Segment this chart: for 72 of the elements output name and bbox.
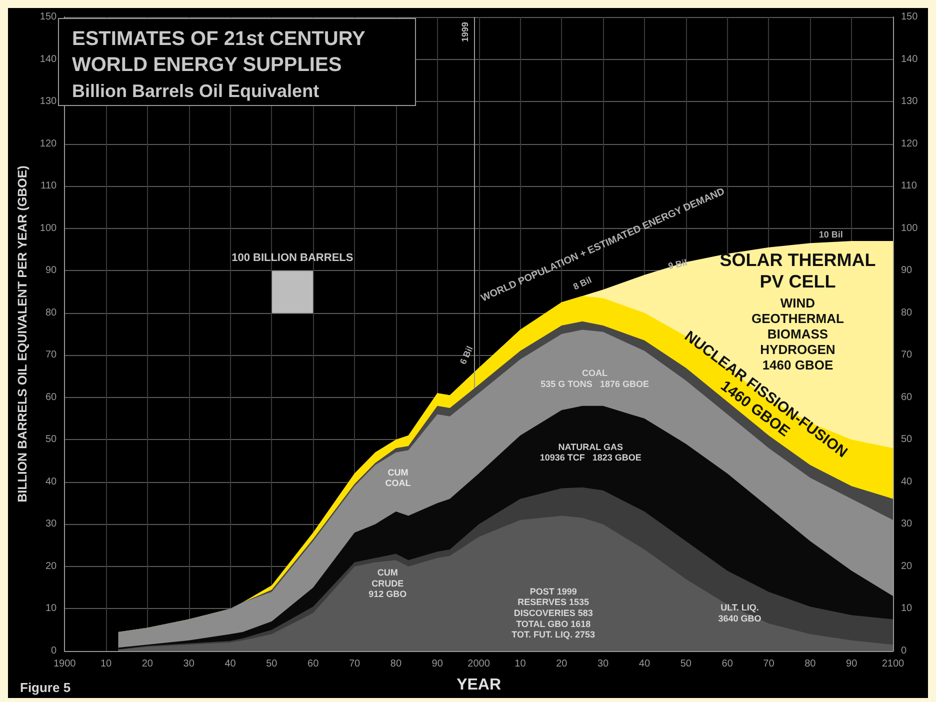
- y2-tick-label: 90: [901, 265, 913, 276]
- y2-tick-label: 150: [901, 12, 918, 22]
- x-tick-label: 1900: [53, 658, 76, 670]
- x-tick-label: 20: [556, 658, 568, 670]
- y2-tick-label: 60: [901, 392, 913, 403]
- x-axis-title: YEAR: [456, 676, 502, 694]
- x-tick-label: 40: [638, 658, 650, 670]
- annotation: SOLAR THERMAL PV CELL: [720, 250, 876, 292]
- annotation: WIND GEOTHERMAL BIOMASS HYDROGEN 1460 GBOE: [752, 295, 844, 373]
- annotation: COAL 535 G TONS 1876 GBOE: [540, 368, 649, 389]
- y2-tick-label: 80: [901, 307, 913, 318]
- y2-tick-label: 30: [901, 518, 913, 530]
- annotation: 10 Bil: [818, 230, 843, 240]
- annotation: 6 Bil: [458, 344, 475, 366]
- y2-tick-label: 110: [901, 180, 918, 192]
- x-tick-label: 90: [432, 658, 444, 670]
- x-tick-label: 30: [597, 658, 610, 670]
- x-tick-label: 40: [224, 658, 236, 670]
- x-tick-label: 80: [390, 658, 402, 670]
- x-tick-label: 70: [763, 658, 775, 670]
- annotation: POST 1999 RESERVES 1535 DISCOVERIES 583 TOTAL GBO 1618 TOT. FUT. LIQ. 2753: [512, 586, 596, 640]
- y-tick-label: 40: [45, 476, 58, 488]
- annotation: CUM COAL: [385, 467, 412, 488]
- x-tick-label: 10: [100, 658, 112, 670]
- y-tick-label: 90: [45, 265, 58, 276]
- y2-tick-label: 130: [901, 96, 918, 108]
- ref-line-label: 1999: [460, 22, 470, 42]
- caption: Figure 5: [20, 680, 71, 695]
- y2-tick-label: 70: [901, 350, 913, 361]
- y2-tick-label: 10: [901, 603, 913, 614]
- x-tick-label: 80: [804, 658, 816, 670]
- annotation: 100 BILLION BARRELS: [232, 252, 354, 264]
- x-tick-label: 60: [722, 658, 734, 670]
- x-tick-label: 90: [846, 658, 858, 670]
- x-tick-label: 60: [308, 658, 320, 670]
- annotation: ULT. LIQ. 3640 GBO: [718, 602, 762, 624]
- x-tick-label: 50: [266, 658, 278, 670]
- y-tick-label: 140: [40, 54, 58, 65]
- y-tick-label: 100: [40, 222, 58, 234]
- y-tick-label: 120: [40, 138, 58, 150]
- x-tick-label: 2100: [882, 658, 905, 670]
- y-tick-label: 80: [45, 307, 58, 318]
- y2-tick-label: 140: [901, 54, 918, 65]
- annotation: 9 Bil: [667, 257, 688, 272]
- y-tick-label: 70: [45, 350, 58, 361]
- y-axis-title: BILLION BARRELS OIL EQUIVALENT PER YEAR (GBOE): [16, 166, 30, 502]
- text: Billion Barrels Oil Equivalent: [72, 81, 320, 101]
- y2-tick-label: 50: [901, 434, 913, 446]
- y-tick-label: 50: [45, 434, 58, 446]
- x-tick-label: 70: [348, 658, 361, 670]
- y2-tick-label: 40: [901, 476, 913, 488]
- y-tick-label: 0: [51, 646, 58, 656]
- y-tick-label: 150: [40, 12, 58, 22]
- text: ESTIMATES OF 21st CENTURY WORLD ENERGY SUPPLIES: [72, 28, 371, 76]
- y-tick-label: 130: [40, 96, 58, 108]
- y2-tick-label: 100: [901, 222, 918, 234]
- x-tick-label: 50: [680, 658, 692, 670]
- y2-tick-label: 0: [901, 646, 907, 656]
- y2-tick-label: 120: [901, 138, 918, 150]
- y-tick-label: 60: [45, 392, 58, 403]
- y-tick-label: 10: [45, 603, 58, 614]
- x-tick-label: 2000: [468, 658, 490, 670]
- x-tick-label: 10: [514, 658, 526, 670]
- annotation: 8 Bil: [572, 274, 594, 292]
- y-tick-label: 20: [45, 560, 58, 572]
- x-tick-label: 30: [183, 658, 195, 670]
- x-tick-label: 20: [142, 658, 154, 670]
- annotation: CUM CRUDE 912 GBO: [368, 568, 407, 600]
- y-tick-label: 30: [45, 518, 58, 530]
- annotation: NATURAL GAS 10936 TCF 1823 GBOE: [540, 442, 642, 463]
- y2-tick-label: 20: [901, 560, 913, 572]
- y-tick-label: 110: [40, 180, 58, 192]
